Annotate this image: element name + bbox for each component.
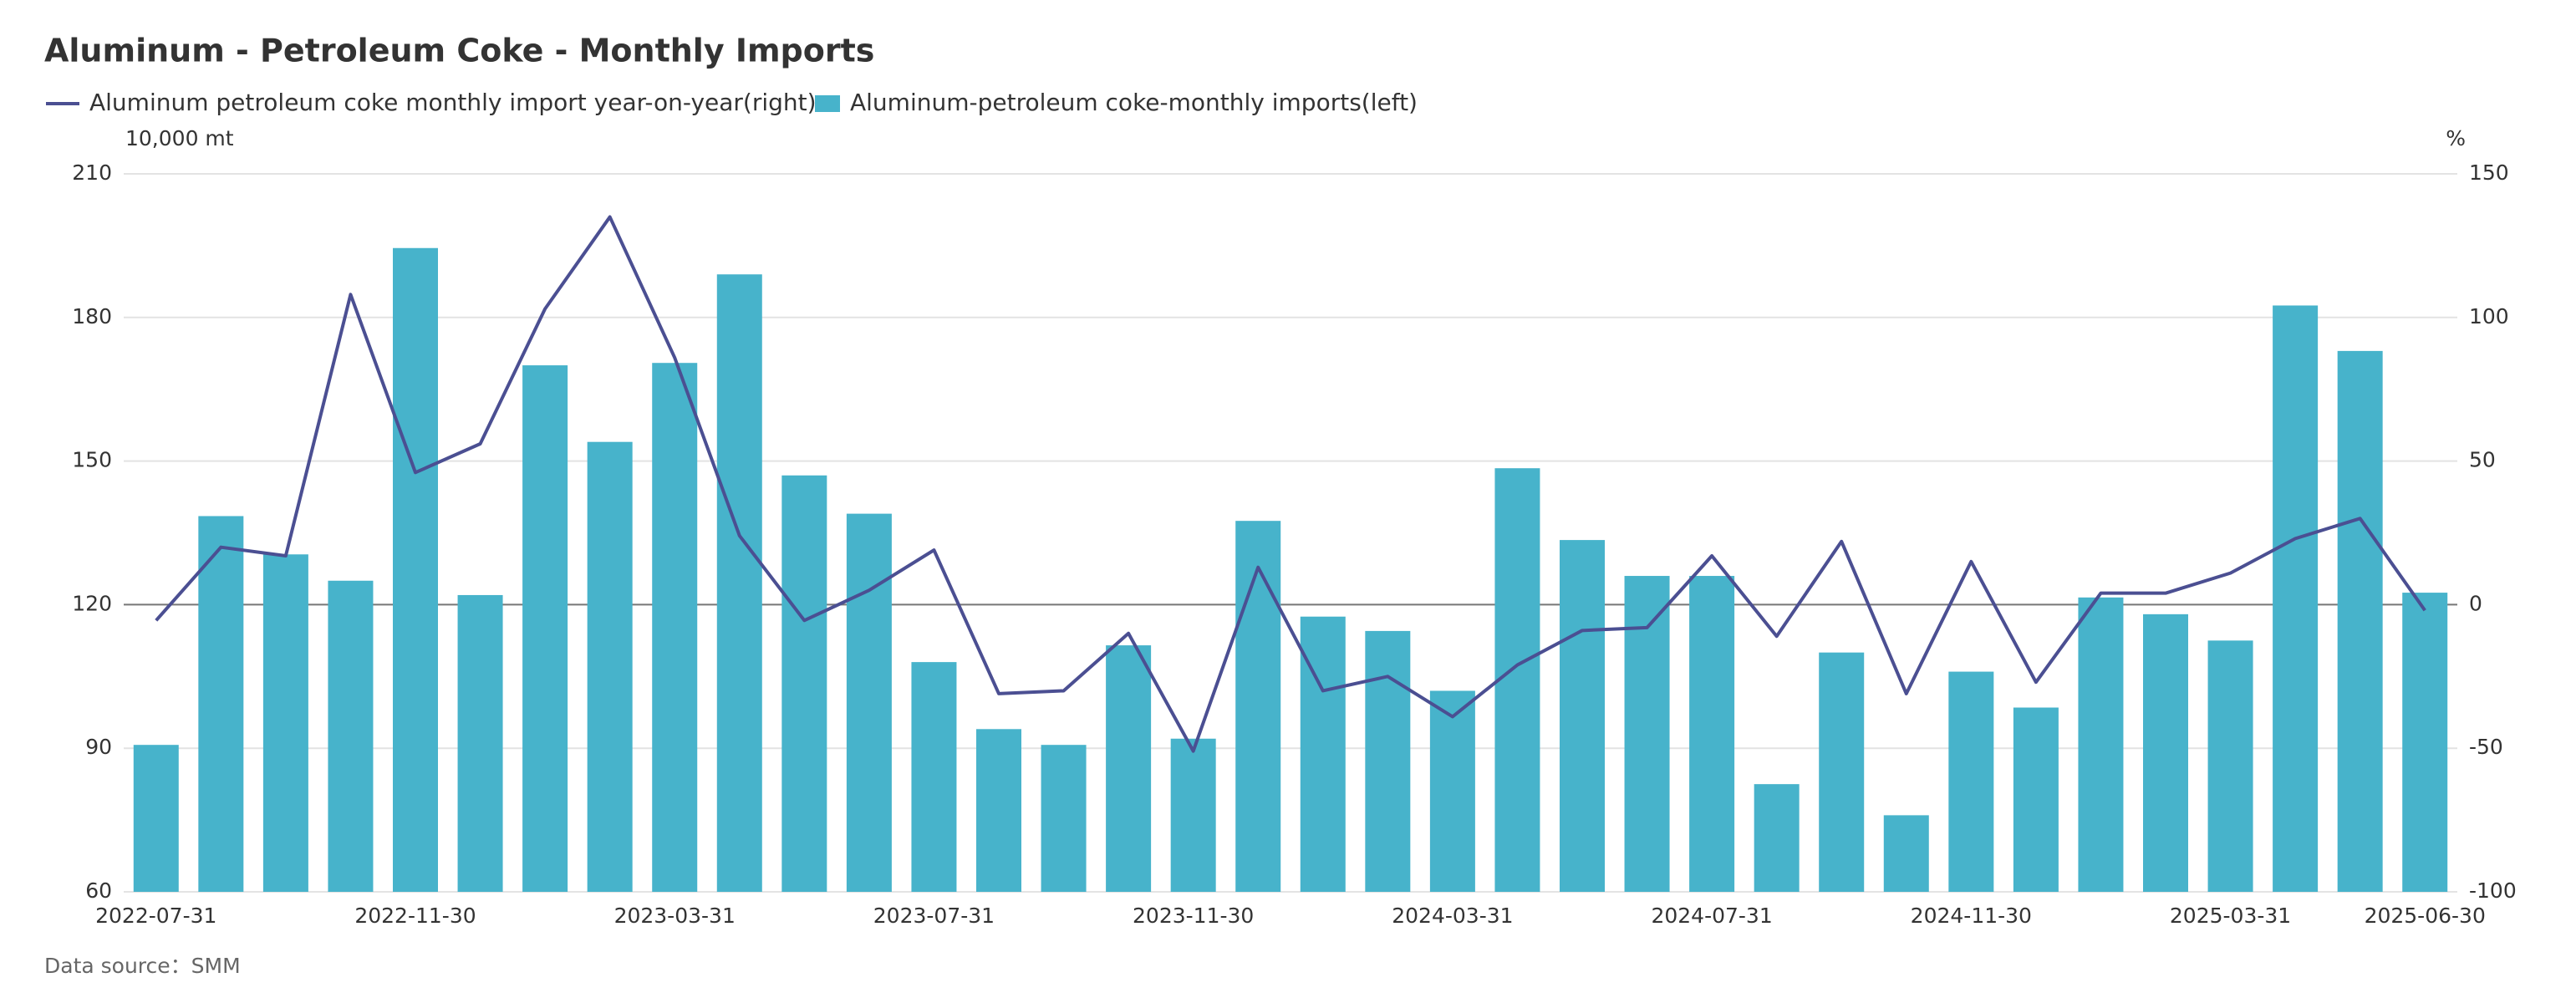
source: Data source：SMM [44,954,241,978]
y2-tick-label: 0 [2469,591,2482,615]
y2-tick-label: -100 [2469,878,2517,903]
legend-bar-icon [815,95,840,112]
bar [2078,597,2124,892]
bar [457,594,503,892]
x-tick-label: 2025-06-30 [2365,904,2486,928]
x-tick-label: 2023-11-30 [1133,904,1254,928]
y-tick-label: 60 [85,878,112,903]
bar [976,729,1021,892]
bar [1235,521,1281,892]
x-tick-label: 2024-11-30 [1911,904,2032,928]
legend-label[interactable]: Aluminum petroleum coke monthly import y… [89,89,817,116]
y-axis-label: 10,000 mt [125,126,234,150]
bar [846,513,892,892]
bar [911,662,957,892]
bar [1754,784,1800,892]
x-tick-label: 2022-11-30 [354,904,476,928]
y2-axis-label: % [2446,126,2466,150]
bar [2273,305,2319,892]
x-tick-label: 2023-03-31 [614,904,736,928]
bar [1041,745,1087,892]
bar [133,745,179,892]
bar [1494,468,1540,892]
chart-title: Aluminum - Petroleum Coke - Monthly Impo… [44,33,874,69]
x-tick-label: 2023-07-31 [873,904,995,928]
bar [1170,738,1216,892]
bar [2207,640,2253,892]
y-tick-label: 150 [72,448,112,472]
bar [2402,593,2448,892]
bar [1429,690,1475,892]
bar [393,247,438,893]
bar [2337,350,2383,892]
bar [1689,576,1735,892]
bar [328,580,374,892]
x-tick-label: 2024-03-31 [1392,904,1513,928]
bar [1560,540,1605,892]
bar [198,516,244,892]
y2-tick-label: 150 [2469,160,2509,185]
bar [1819,652,1865,892]
y-tick-label: 120 [72,591,112,615]
bar [522,365,568,893]
y-tick-label: 210 [72,160,112,185]
bar [262,554,308,892]
y-tick-label: 180 [72,304,112,328]
legend-label[interactable]: Aluminum-petroleum coke-monthly imports(… [850,89,1418,116]
bar [587,441,633,892]
y2-tick-label: 50 [2469,448,2496,472]
y2-tick-label: -50 [2469,735,2503,759]
y2-tick-label: 100 [2469,304,2509,328]
x-tick-label: 2025-03-31 [2170,904,2291,928]
bar [1106,645,1152,892]
bar [2143,614,2188,892]
bar [716,274,762,892]
x-tick-label: 2024-07-31 [1651,904,1772,928]
bar [1624,576,1670,892]
bar [781,475,827,892]
bar [1948,671,1994,892]
bar [2013,707,2059,892]
bar [1365,630,1411,892]
line [155,215,2426,753]
bar [652,363,698,892]
x-tick-label: 2022-07-31 [95,904,216,928]
y-tick-label: 90 [85,735,112,759]
bar [1883,815,1929,892]
